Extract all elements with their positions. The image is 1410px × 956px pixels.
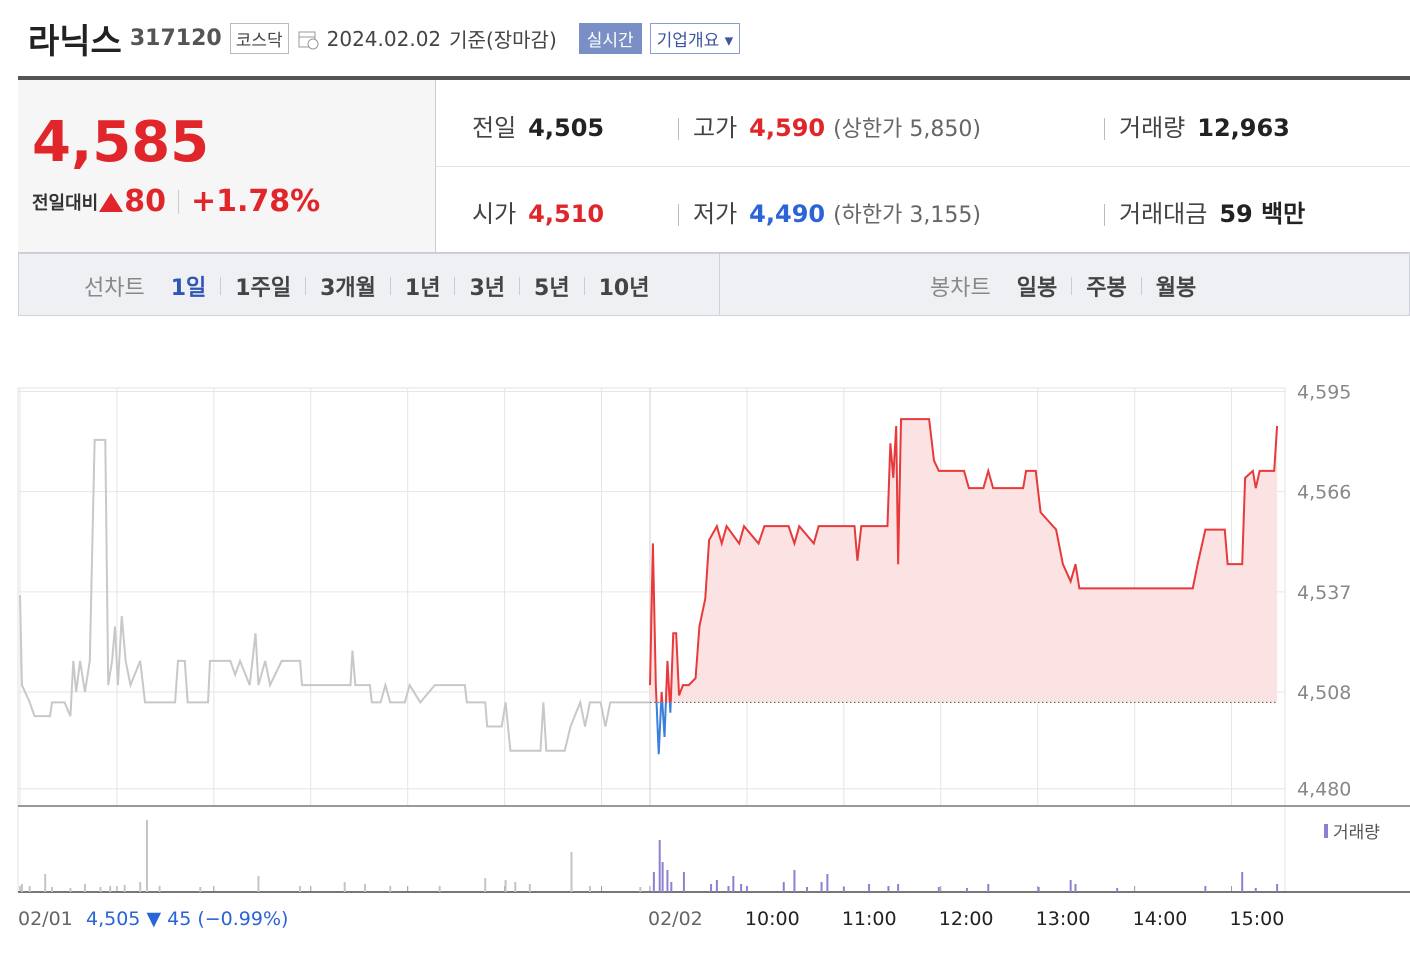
spacer: ▼: [140, 908, 167, 930]
x-tick-label: 02/02: [648, 908, 703, 930]
prev-day-value: 4,505: [86, 908, 140, 930]
market-badge: 코스닥: [229, 23, 289, 54]
tab[interactable]: 3개월: [320, 276, 376, 301]
quote-box: 4,585 전일대비 80 +1.78%: [18, 80, 436, 253]
stat-extra: (하한가 3,155): [833, 203, 981, 228]
stat-cell: 저가 4,490 (하한가 3,155): [678, 194, 981, 229]
stat-label: 거래량: [1119, 114, 1186, 142]
divider: [220, 277, 222, 295]
tab[interactable]: 일봉: [1016, 276, 1058, 301]
stat-label: 고가: [693, 114, 738, 142]
up-arrow: [99, 192, 124, 212]
prev-day-value: (−0.99%): [197, 908, 288, 930]
stat-value: 4,590: [749, 114, 826, 142]
tab[interactable]: 1일: [170, 276, 207, 301]
x-tick-label: 15:00: [1230, 908, 1285, 930]
divider: [305, 277, 307, 295]
stock-code: 317120: [129, 26, 222, 51]
stat-cell: 전일 4,505: [472, 108, 604, 143]
y-tick-label: 4,537: [1297, 582, 1351, 604]
divider: [1140, 277, 1142, 295]
change-row: 전일대비 80 +1.78%: [32, 184, 320, 219]
volume-legend: 거래량: [1333, 823, 1380, 843]
prev-day-summary: 4,505 ▼ 45 (−0.99%): [86, 908, 288, 930]
x-tick-label: 02/01: [18, 908, 73, 930]
line-up: [649, 418, 1279, 703]
volume-legend-swatch: [1324, 824, 1328, 838]
tab[interactable]: 월봉: [1155, 276, 1197, 301]
tab[interactable]: 1주일: [235, 276, 292, 301]
stat-cell: 거래량 12,963: [1104, 108, 1290, 143]
divider: [1104, 118, 1105, 140]
divider: [678, 118, 679, 140]
change: 80: [124, 184, 166, 219]
stat-label: 전일: [472, 114, 517, 142]
x-tick-label: 11:00: [842, 908, 897, 930]
price: 4,585: [32, 110, 210, 175]
prev-day-value: 45: [167, 908, 191, 930]
tab[interactable]: 5년: [534, 276, 570, 301]
y-tick-label: 4,566: [1297, 482, 1351, 504]
tab[interactable]: 주봉: [1086, 276, 1127, 301]
divider: [678, 204, 679, 226]
stats-bottom: [436, 252, 1410, 253]
stat-cell: 고가 4,590 (상한가 5,850): [678, 108, 981, 143]
y-tick-label: 4,508: [1297, 682, 1351, 704]
chart: 4,595 4,566 4,537 4,508 4,480 02/01 02/02 10:00…: [17, 381, 1410, 930]
divider: [389, 277, 391, 295]
divider: [454, 277, 456, 295]
stat-cell: 시가 4,510: [472, 194, 604, 229]
tab[interactable]: 10년: [598, 276, 650, 301]
realtime-button[interactable]: 실시간: [578, 23, 642, 54]
header-rule: [18, 76, 1410, 80]
tab-group: 선차트 1일 1주일 3개월 1년 3년 5년 10년: [84, 270, 649, 302]
divider: [519, 277, 521, 295]
tab[interactable]: 1년: [404, 276, 441, 301]
stock-name: 라닉스: [28, 22, 122, 62]
tab-bar: [18, 253, 1410, 316]
tab[interactable]: 3년: [469, 276, 506, 301]
stat-label: 저가: [693, 200, 738, 228]
company-info-dropdown[interactable]: 기업개요 ▾: [649, 23, 741, 54]
stat-label: 거래대금: [1119, 200, 1208, 228]
x-tick-label: 13:00: [1036, 908, 1091, 930]
stat-value: 59 백만: [1219, 200, 1306, 228]
area: [650, 419, 1278, 703]
company-info-label: 기업개요: [656, 31, 720, 51]
stat-value: 4,490: [749, 200, 826, 228]
header: 라닉스 317120 코스닥 2024.02.02 기준(장마감) 실시간 기업…: [28, 14, 741, 63]
line: [19, 438, 650, 752]
x-tick-label: 10:00: [745, 908, 800, 930]
tab-group-label: 선차트: [84, 276, 145, 301]
stat-cell: 거래대금 59 백만: [1104, 194, 1306, 229]
divider: [1104, 204, 1105, 226]
divider: [583, 277, 585, 295]
change-label: 전일대비: [32, 192, 99, 214]
stat-value: 4,505: [528, 114, 605, 142]
y-tick-label: 4,595: [1297, 381, 1351, 403]
y-tick-label: 4,480: [1297, 779, 1351, 801]
calendar-icon: [298, 31, 319, 49]
stat-label: 시가: [472, 200, 517, 228]
tab-group-label: 봉차트: [930, 276, 991, 301]
basis: 기준(장마감): [449, 28, 557, 52]
row-divider: [436, 166, 1410, 167]
stat-extra: (상한가 5,850): [833, 117, 981, 142]
x-tick-label: 12:00: [939, 908, 994, 930]
tab-group: 봉차트 일봉 주봉 월봉: [930, 270, 1196, 302]
change-rate: +1.78%: [191, 184, 321, 219]
date: 2024.02.02: [326, 26, 442, 51]
divider: [1071, 277, 1073, 295]
x-tick-label: 14:00: [1133, 908, 1188, 930]
stat-value: 12,963: [1197, 114, 1290, 142]
stat-value: 4,510: [528, 200, 605, 228]
